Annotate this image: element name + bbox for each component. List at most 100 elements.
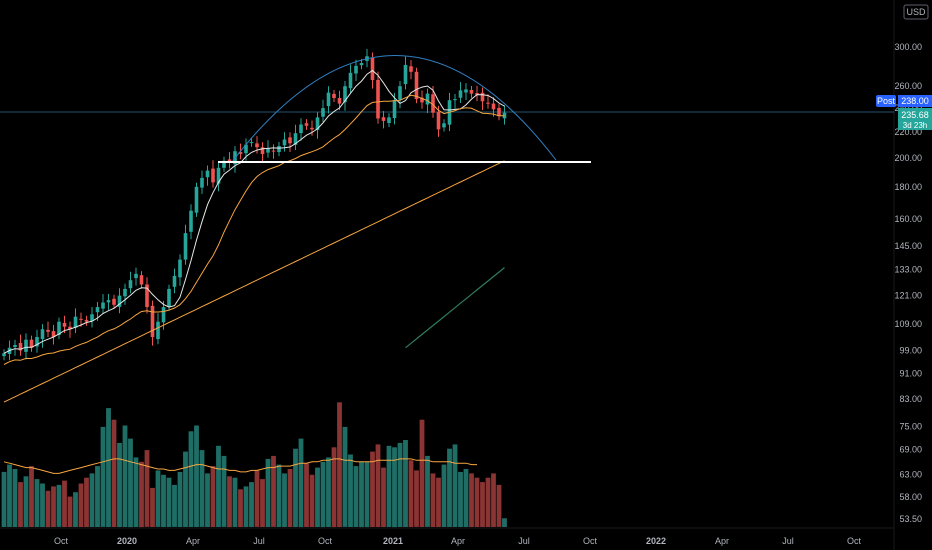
candle-body	[211, 168, 215, 183]
candle-body	[46, 329, 50, 332]
volume-bar	[232, 477, 238, 527]
volume-bar	[392, 447, 397, 528]
price-tick-label: 53.50	[899, 514, 922, 524]
time-axis[interactable]: Oct 2020 Apr Jul Oct 2021 Apr Jul Oct 2022 Apr Jul O…	[54, 536, 862, 546]
volume-bar	[1, 471, 7, 527]
volume-bar	[491, 473, 496, 527]
volume-bar	[496, 484, 502, 527]
candle-body	[475, 93, 479, 95]
candle-body	[343, 86, 347, 103]
candle-body	[216, 167, 221, 184]
volume-bar	[359, 461, 364, 528]
volume-moving-average	[3, 458, 477, 474]
volume-bar	[84, 477, 89, 527]
candle-body	[134, 273, 138, 279]
volume-bar	[238, 489, 243, 527]
candle-body	[13, 345, 17, 347]
candle-body	[480, 92, 485, 102]
candle-body	[403, 64, 408, 85]
volume-bar	[348, 454, 353, 527]
candle-body	[156, 321, 160, 340]
candle-body	[84, 319, 89, 322]
volume-bar	[111, 419, 117, 527]
volume-bar	[309, 474, 315, 527]
candle-body	[414, 71, 419, 100]
volume-bar	[408, 460, 414, 527]
volume-bar	[34, 479, 40, 527]
candle-body	[436, 112, 441, 130]
candle-body	[238, 151, 243, 154]
candle-body	[277, 146, 281, 152]
volume-bar	[254, 470, 260, 527]
price-tick-label: 300.00	[894, 42, 922, 52]
volume-bar	[12, 469, 18, 527]
volume-bar	[370, 451, 375, 527]
currency-box[interactable]: USD	[903, 4, 929, 20]
price-tick-label: 83.00	[899, 394, 922, 404]
volume-bar	[463, 469, 469, 527]
volume-bar	[271, 455, 276, 527]
time-tick-label: 2021	[383, 536, 403, 546]
candle-body	[73, 316, 78, 328]
post-tag-label: Post	[877, 96, 896, 106]
volume-bar	[287, 469, 293, 527]
time-tick-label: Oct	[583, 536, 598, 546]
time-tick-label: Apr	[715, 536, 729, 546]
last-price-tag: 235.68 3d 23h	[898, 108, 932, 130]
price-tick-label: 133.00	[894, 265, 922, 275]
candle-body	[321, 108, 325, 117]
volume-bar	[133, 457, 139, 527]
volume-bar	[95, 466, 100, 527]
volume-bar	[122, 425, 128, 527]
price-tick-label: 121.00	[894, 291, 922, 301]
ma-fast-line	[3, 69, 505, 354]
time-tick-label: Apr	[451, 536, 465, 546]
candle-body	[117, 295, 122, 307]
volume-bar	[502, 518, 507, 527]
volume-bar	[67, 496, 73, 527]
candle-body	[266, 148, 270, 153]
candle-body	[469, 90, 474, 94]
post-tag-value: 238.00	[901, 96, 929, 106]
candle-body	[332, 93, 336, 98]
volume-bar	[100, 426, 106, 527]
volume-bar	[397, 442, 403, 527]
candle-body	[458, 90, 463, 98]
volume-bar	[474, 477, 480, 527]
volume-bar	[298, 438, 304, 528]
candle-body	[288, 137, 292, 144]
arc-drawing[interactable]	[231, 55, 557, 163]
candle-body	[178, 259, 182, 278]
candle-body	[2, 353, 6, 357]
volume-bar	[419, 419, 425, 527]
candle-body	[128, 280, 133, 289]
time-tick-label: Oct	[54, 536, 69, 546]
candle-body	[271, 150, 276, 152]
candle-body	[161, 307, 166, 323]
price-tick-label: 260.00	[894, 81, 922, 91]
candle-body	[172, 275, 177, 287]
candle-body	[425, 93, 430, 105]
volume-bar	[331, 447, 337, 528]
time-tick-label: Jul	[253, 536, 265, 546]
candle-body	[90, 314, 94, 321]
candle-body	[255, 143, 259, 148]
volume-bar	[40, 483, 45, 527]
volume-bar	[452, 444, 458, 527]
volume-bar	[293, 448, 298, 527]
candle-body	[348, 72, 353, 89]
volume-bar	[150, 487, 155, 527]
volume-bar	[265, 458, 271, 527]
candle-body	[112, 298, 116, 305]
candle-body	[370, 57, 375, 80]
volume-bar	[56, 484, 62, 527]
price-tick-label: 75.00	[899, 422, 922, 432]
volume-bar	[155, 470, 161, 527]
volume-bar	[45, 490, 51, 528]
moving-averages	[3, 69, 505, 403]
candle-body	[222, 160, 226, 168]
time-tick-label: 2020	[117, 536, 137, 546]
candle-body	[249, 142, 254, 144]
volume-bar	[337, 402, 342, 527]
